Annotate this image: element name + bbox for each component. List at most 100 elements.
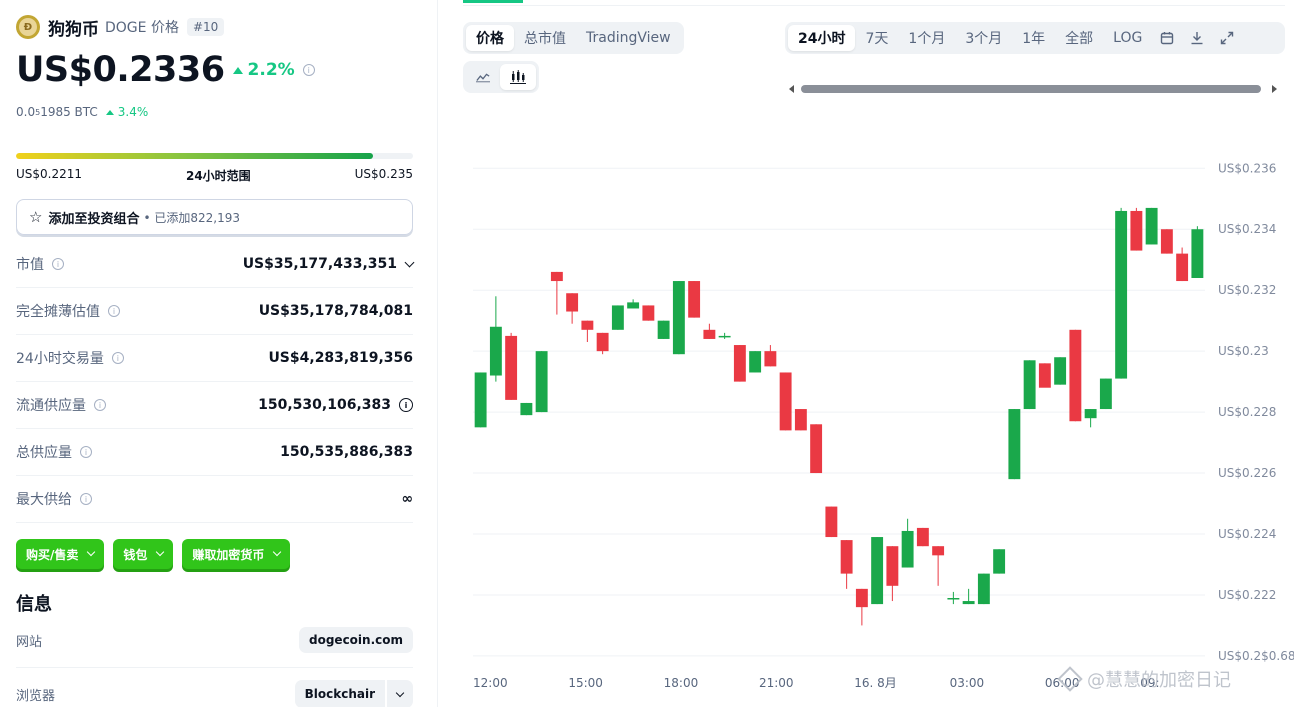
x-tick-label: 09:	[1140, 676, 1159, 690]
tab-24h[interactable]: 24小时	[788, 25, 856, 51]
info-icon[interactable]: i	[52, 258, 64, 270]
y-tick-label: US$0.234	[1218, 222, 1276, 236]
y-tick-label: US$0.232	[1218, 283, 1276, 297]
candle-down	[764, 351, 777, 367]
candle-up	[1145, 207, 1158, 245]
candle-up	[947, 598, 960, 600]
tab-1m[interactable]: 1个月	[908, 31, 946, 47]
btc-change: 3.4%	[105, 105, 149, 119]
coin-header: Ð 狗狗币 DOGE 价格 #10	[16, 14, 225, 40]
stat-value: US$35,177,433,351	[242, 256, 397, 272]
stat-value: 150,535,886,383	[280, 444, 413, 460]
tab-market-cap[interactable]: 总市值	[524, 31, 566, 47]
stat-circulating-supply: 流通供应量 i 150,530,106,383 i	[16, 382, 413, 429]
button-label: 钱包	[123, 547, 148, 562]
range-24h-fill	[16, 153, 374, 159]
add-to-portfolio-button[interactable]: ☆ 添加至投资组合 • 已添加822,193	[16, 199, 413, 235]
wallet-button[interactable]: 钱包	[113, 539, 174, 569]
candle-down	[916, 527, 929, 547]
action-buttons: 购买/售卖 钱包 赚取加密货币	[16, 539, 291, 569]
active-tab-indicator	[463, 0, 523, 3]
website-link[interactable]: dogecoin.com	[299, 627, 413, 653]
website-row: 网站 dogecoin.com	[16, 627, 413, 653]
candle-down	[779, 372, 792, 431]
chart-scrollbar[interactable]	[787, 83, 1277, 95]
stat-label: 总供应量	[16, 445, 72, 461]
explorer-link[interactable]: Blockchair	[294, 680, 385, 707]
expand-icon[interactable]	[1212, 25, 1242, 51]
explorer-dropdown[interactable]: Blockchair	[294, 680, 413, 707]
candle-down	[1130, 210, 1143, 251]
tab-price[interactable]: 价格	[466, 25, 514, 51]
tab-3m[interactable]: 3个月	[965, 31, 1003, 47]
candle-down	[794, 409, 807, 431]
btc-change-value: 3.4%	[117, 105, 149, 119]
candle-down	[1069, 329, 1082, 422]
button-label: 赚取加密货币	[192, 547, 265, 562]
x-tick-label: 15:00	[568, 676, 603, 690]
candle-up	[1084, 409, 1097, 419]
x-tick-label: 12:00	[473, 676, 508, 690]
info-icon[interactable]: i	[399, 398, 413, 412]
explorer-label: 浏览器	[16, 688, 56, 704]
rank-badge: #10	[186, 18, 225, 36]
add-portfolio-label: 添加至投资组合	[48, 211, 140, 227]
stat-label: 最大供给	[16, 492, 72, 508]
candle-up	[489, 326, 502, 376]
info-icon[interactable]: i	[108, 305, 120, 317]
scrollbar-thumb[interactable]	[801, 85, 1261, 93]
candle-down	[1160, 229, 1173, 254]
candle-up	[535, 351, 548, 413]
info-icon[interactable]: i	[302, 64, 315, 76]
candle-up	[977, 573, 990, 605]
stat-max-supply: 最大供给 i ∞	[16, 476, 413, 523]
chevron-down-icon	[395, 688, 405, 697]
chevron-down-icon	[404, 257, 415, 267]
candle-up	[474, 372, 487, 428]
candle-down	[642, 305, 655, 321]
market-cap-dropdown[interactable]: US$35,177,433,351	[242, 256, 415, 272]
tab-1y[interactable]: 1年	[1022, 31, 1046, 47]
watermark: @慧慧的加密日记	[1057, 666, 1231, 692]
stat-value: US$35,178,784,081	[258, 303, 413, 319]
tab-log[interactable]: LOG	[1113, 30, 1143, 46]
candle-down	[1038, 363, 1051, 388]
chart-style-toggle	[463, 61, 539, 93]
line-chart-icon[interactable]	[466, 64, 500, 90]
candle-up	[901, 530, 914, 568]
candle-down	[886, 546, 899, 586]
candle-down	[703, 329, 716, 339]
explorer-menu-button[interactable]	[385, 680, 413, 707]
candle-up	[871, 537, 884, 605]
calendar-icon[interactable]	[1152, 25, 1182, 51]
scroll-right-icon[interactable]	[1272, 85, 1277, 93]
candle-up	[627, 302, 640, 309]
buy-sell-button[interactable]: 购买/售卖	[16, 539, 105, 569]
earn-crypto-button[interactable]: 赚取加密货币	[182, 539, 291, 569]
candlestick-chart-icon[interactable]	[500, 64, 536, 90]
download-icon[interactable]	[1182, 25, 1212, 51]
stat-label: 市值	[16, 257, 44, 273]
info-icon[interactable]: i	[80, 493, 92, 505]
chevron-down-icon	[87, 547, 96, 557]
tab-tradingview[interactable]: TradingView	[586, 30, 671, 46]
coin-info-panel: Ð 狗狗币 DOGE 价格 #10 US$0.2336 2.2% i 0.0 5 1…	[0, 0, 438, 707]
scroll-left-icon[interactable]	[789, 85, 794, 93]
btc-price-suffix: 1985 BTC	[40, 105, 98, 119]
stats-list: 市值 i US$35,177,433,351 完全摊薄估值 i US$35,178,…	[16, 241, 415, 523]
info-icon[interactable]: i	[94, 399, 106, 411]
candle-down	[688, 281, 701, 318]
candle-up	[993, 549, 1006, 574]
divider	[16, 667, 413, 668]
candle-up	[657, 320, 670, 339]
candle-up	[749, 351, 762, 373]
x-tick-label: 03:00	[950, 676, 985, 690]
info-icon[interactable]: i	[80, 446, 92, 458]
info-icon[interactable]: i	[111, 352, 124, 364]
tab-all[interactable]: 全部	[1065, 31, 1094, 47]
explorer-row: 浏览器 Blockchair	[16, 680, 413, 707]
price-candlestick-chart[interactable]: US$0.236 US$0.234 US$0.232 US$0.23 US$0.228 U…	[439, 0, 1294, 707]
candle-up	[1191, 229, 1204, 278]
tab-7d[interactable]: 7天	[865, 31, 889, 47]
x-tick-label: 18:00	[664, 676, 699, 690]
